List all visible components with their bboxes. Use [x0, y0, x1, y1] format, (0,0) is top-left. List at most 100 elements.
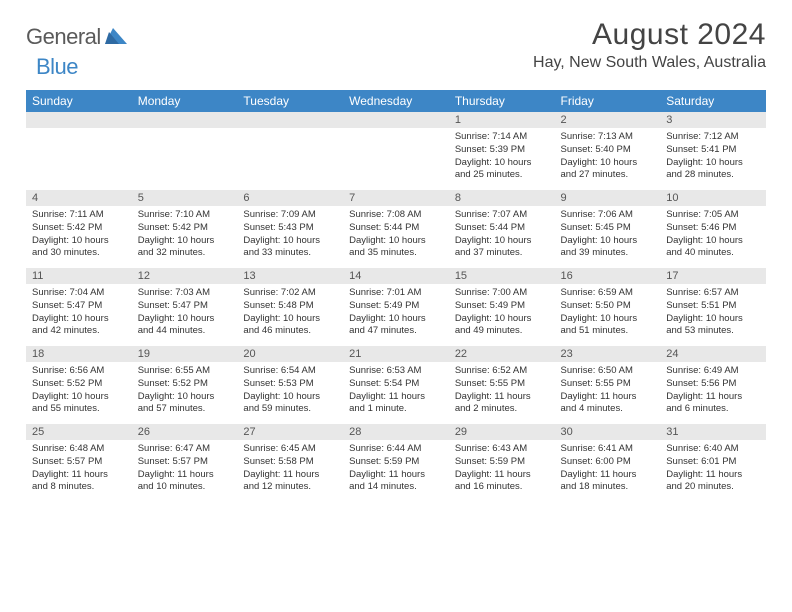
daylight-line2: and 4 minutes. — [561, 403, 655, 416]
sunrise-line: Sunrise: 6:55 AM — [138, 365, 232, 378]
day-number-cell: 28 — [343, 424, 449, 440]
day-number: 15 — [449, 268, 555, 284]
sunset-line: Sunset: 5:46 PM — [666, 222, 760, 235]
day-details-cell: Sunrise: 7:00 AMSunset: 5:49 PMDaylight:… — [449, 284, 555, 346]
day-details-cell: Sunrise: 6:44 AMSunset: 5:59 PMDaylight:… — [343, 440, 449, 502]
day-details: Sunrise: 7:06 AMSunset: 5:45 PMDaylight:… — [555, 206, 661, 262]
sunset-line: Sunset: 5:59 PM — [455, 456, 549, 469]
day-number: 20 — [237, 346, 343, 362]
daylight-line1: Daylight: 10 hours — [455, 157, 549, 170]
day-number-cell: 10 — [660, 190, 766, 206]
sunset-line: Sunset: 5:58 PM — [243, 456, 337, 469]
sunset-line: Sunset: 6:00 PM — [561, 456, 655, 469]
day-number: 16 — [555, 268, 661, 284]
day-details: Sunrise: 7:01 AMSunset: 5:49 PMDaylight:… — [343, 284, 449, 340]
sunset-line: Sunset: 5:43 PM — [243, 222, 337, 235]
day-number: 23 — [555, 346, 661, 362]
day-number-cell: 4 — [26, 190, 132, 206]
day-details-cell: Sunrise: 6:54 AMSunset: 5:53 PMDaylight:… — [237, 362, 343, 424]
logo: General — [26, 24, 129, 50]
day-number-cell: 13 — [237, 268, 343, 284]
day-details-cell: Sunrise: 7:08 AMSunset: 5:44 PMDaylight:… — [343, 206, 449, 268]
day-details-cell — [343, 128, 449, 190]
day-number: 5 — [132, 190, 238, 206]
daylight-line1: Daylight: 10 hours — [666, 313, 760, 326]
daylight-line1: Daylight: 11 hours — [349, 469, 443, 482]
day-number: 9 — [555, 190, 661, 206]
day-number-cell: 19 — [132, 346, 238, 362]
day-number-cell: 30 — [555, 424, 661, 440]
day-number: 3 — [660, 112, 766, 128]
daylight-line1: Daylight: 10 hours — [561, 313, 655, 326]
sunrise-line: Sunrise: 7:03 AM — [138, 287, 232, 300]
location: Hay, New South Wales, Australia — [533, 54, 766, 72]
day-number: 4 — [26, 190, 132, 206]
sunset-line: Sunset: 5:45 PM — [561, 222, 655, 235]
day-number-cell — [132, 112, 238, 128]
day-details-cell: Sunrise: 7:01 AMSunset: 5:49 PMDaylight:… — [343, 284, 449, 346]
day-details: Sunrise: 7:00 AMSunset: 5:49 PMDaylight:… — [449, 284, 555, 340]
daylight-line1: Daylight: 11 hours — [32, 469, 126, 482]
sunset-line: Sunset: 5:48 PM — [243, 300, 337, 313]
daylight-line2: and 53 minutes. — [666, 325, 760, 338]
sunrise-line: Sunrise: 7:00 AM — [455, 287, 549, 300]
daylight-line1: Daylight: 11 hours — [561, 469, 655, 482]
day-number-cell — [343, 112, 449, 128]
daylight-line1: Daylight: 11 hours — [666, 391, 760, 404]
daylight-line1: Daylight: 11 hours — [243, 469, 337, 482]
sunrise-line: Sunrise: 7:02 AM — [243, 287, 337, 300]
day-number-cell: 25 — [26, 424, 132, 440]
sunrise-line: Sunrise: 6:50 AM — [561, 365, 655, 378]
day-number-cell: 27 — [237, 424, 343, 440]
day-details-cell: Sunrise: 6:40 AMSunset: 6:01 PMDaylight:… — [660, 440, 766, 502]
day-details-cell: Sunrise: 6:45 AMSunset: 5:58 PMDaylight:… — [237, 440, 343, 502]
sunset-line: Sunset: 5:57 PM — [32, 456, 126, 469]
daynum-row: 123 — [26, 112, 766, 128]
sunset-line: Sunset: 5:54 PM — [349, 378, 443, 391]
day-details-cell: Sunrise: 6:50 AMSunset: 5:55 PMDaylight:… — [555, 362, 661, 424]
daylight-line2: and 57 minutes. — [138, 403, 232, 416]
day-details: Sunrise: 7:10 AMSunset: 5:42 PMDaylight:… — [132, 206, 238, 262]
day-number: 11 — [26, 268, 132, 284]
sunset-line: Sunset: 5:47 PM — [138, 300, 232, 313]
day-details-cell: Sunrise: 7:06 AMSunset: 5:45 PMDaylight:… — [555, 206, 661, 268]
day-number-cell: 21 — [343, 346, 449, 362]
sunrise-line: Sunrise: 6:49 AM — [666, 365, 760, 378]
daylight-line1: Daylight: 10 hours — [243, 313, 337, 326]
logo-word1: General — [26, 24, 101, 50]
daylight-line2: and 51 minutes. — [561, 325, 655, 338]
daylight-line2: and 33 minutes. — [243, 247, 337, 260]
sunset-line: Sunset: 5:42 PM — [138, 222, 232, 235]
sunrise-line: Sunrise: 6:53 AM — [349, 365, 443, 378]
daylight-line1: Daylight: 10 hours — [138, 391, 232, 404]
daylight-line2: and 20 minutes. — [666, 481, 760, 494]
day-details-cell: Sunrise: 7:12 AMSunset: 5:41 PMDaylight:… — [660, 128, 766, 190]
day-number: 1 — [449, 112, 555, 128]
daynum-row: 25262728293031 — [26, 424, 766, 440]
daylight-line1: Daylight: 10 hours — [32, 235, 126, 248]
daylight-line1: Daylight: 10 hours — [32, 391, 126, 404]
sunrise-line: Sunrise: 6:45 AM — [243, 443, 337, 456]
sunset-line: Sunset: 5:52 PM — [32, 378, 126, 391]
daylight-line2: and 59 minutes. — [243, 403, 337, 416]
day-details: Sunrise: 6:49 AMSunset: 5:56 PMDaylight:… — [660, 362, 766, 418]
daylight-line2: and 46 minutes. — [243, 325, 337, 338]
daylight-line1: Daylight: 10 hours — [243, 391, 337, 404]
weekday-header-row: SundayMondayTuesdayWednesdayThursdayFrid… — [26, 90, 766, 112]
day-details: Sunrise: 6:50 AMSunset: 5:55 PMDaylight:… — [555, 362, 661, 418]
day-details: Sunrise: 6:40 AMSunset: 6:01 PMDaylight:… — [660, 440, 766, 496]
day-number-cell: 18 — [26, 346, 132, 362]
day-details-cell: Sunrise: 7:04 AMSunset: 5:47 PMDaylight:… — [26, 284, 132, 346]
day-details: Sunrise: 7:07 AMSunset: 5:44 PMDaylight:… — [449, 206, 555, 262]
day-details: Sunrise: 6:56 AMSunset: 5:52 PMDaylight:… — [26, 362, 132, 418]
day-details-cell — [237, 128, 343, 190]
day-number: 18 — [26, 346, 132, 362]
sunrise-line: Sunrise: 7:14 AM — [455, 131, 549, 144]
title-block: August 2024 Hay, New South Wales, Austra… — [533, 18, 766, 72]
daylight-line2: and 25 minutes. — [455, 169, 549, 182]
sunset-line: Sunset: 5:56 PM — [666, 378, 760, 391]
sunset-line: Sunset: 5:55 PM — [561, 378, 655, 391]
daylight-line2: and 44 minutes. — [138, 325, 232, 338]
day-number: 26 — [132, 424, 238, 440]
daylight-line2: and 40 minutes. — [666, 247, 760, 260]
